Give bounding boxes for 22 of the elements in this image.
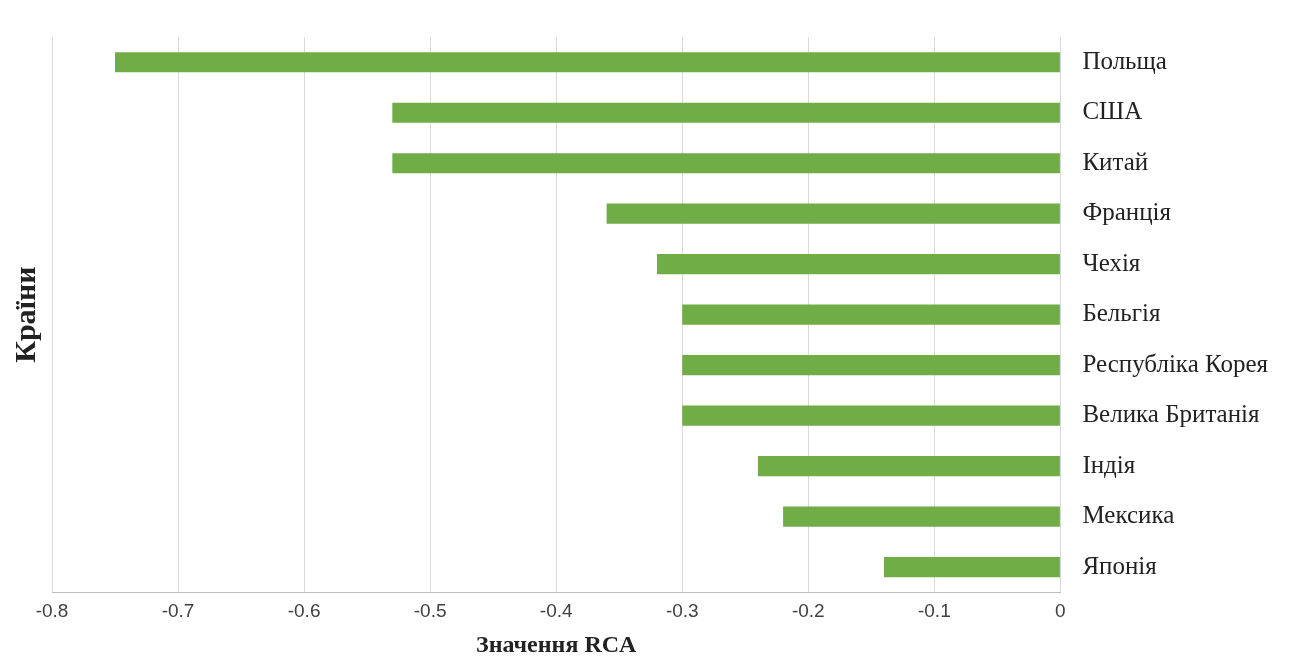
y-tick-label: США: [1082, 97, 1143, 125]
x-tick-label: -0.1: [917, 600, 951, 622]
y-tick-label: Велика Британія: [1082, 400, 1261, 428]
y-tick-label: Республіка Корея: [1082, 349, 1269, 377]
x-tick-label: -0.3: [665, 600, 699, 622]
y-axis-title: Країни: [7, 266, 41, 363]
y-tick-label: Чехія: [1082, 248, 1141, 276]
x-tick-label: -0.5: [413, 600, 447, 622]
x-tick-label: -0.6: [287, 600, 321, 622]
y-tick-label: Японія: [1082, 551, 1158, 579]
y-tick-label: Франція: [1082, 198, 1172, 226]
x-tick-label: -0.2: [791, 600, 825, 622]
y-tick-label: Індія: [1082, 450, 1136, 478]
x-tick-label: 0: [1055, 600, 1066, 622]
y-tick-label: Бельгія: [1082, 299, 1161, 327]
y-tick-label: Мексика: [1082, 501, 1175, 529]
x-tick-label: -0.7: [161, 600, 195, 622]
x-axis-title: Значення RCA: [476, 630, 638, 657]
x-tick-label: -0.8: [35, 600, 69, 622]
y-tick-label: Польща: [1082, 46, 1167, 74]
y-tick-label: Китай: [1082, 147, 1149, 175]
x-tick-label: -0.4: [539, 600, 573, 622]
